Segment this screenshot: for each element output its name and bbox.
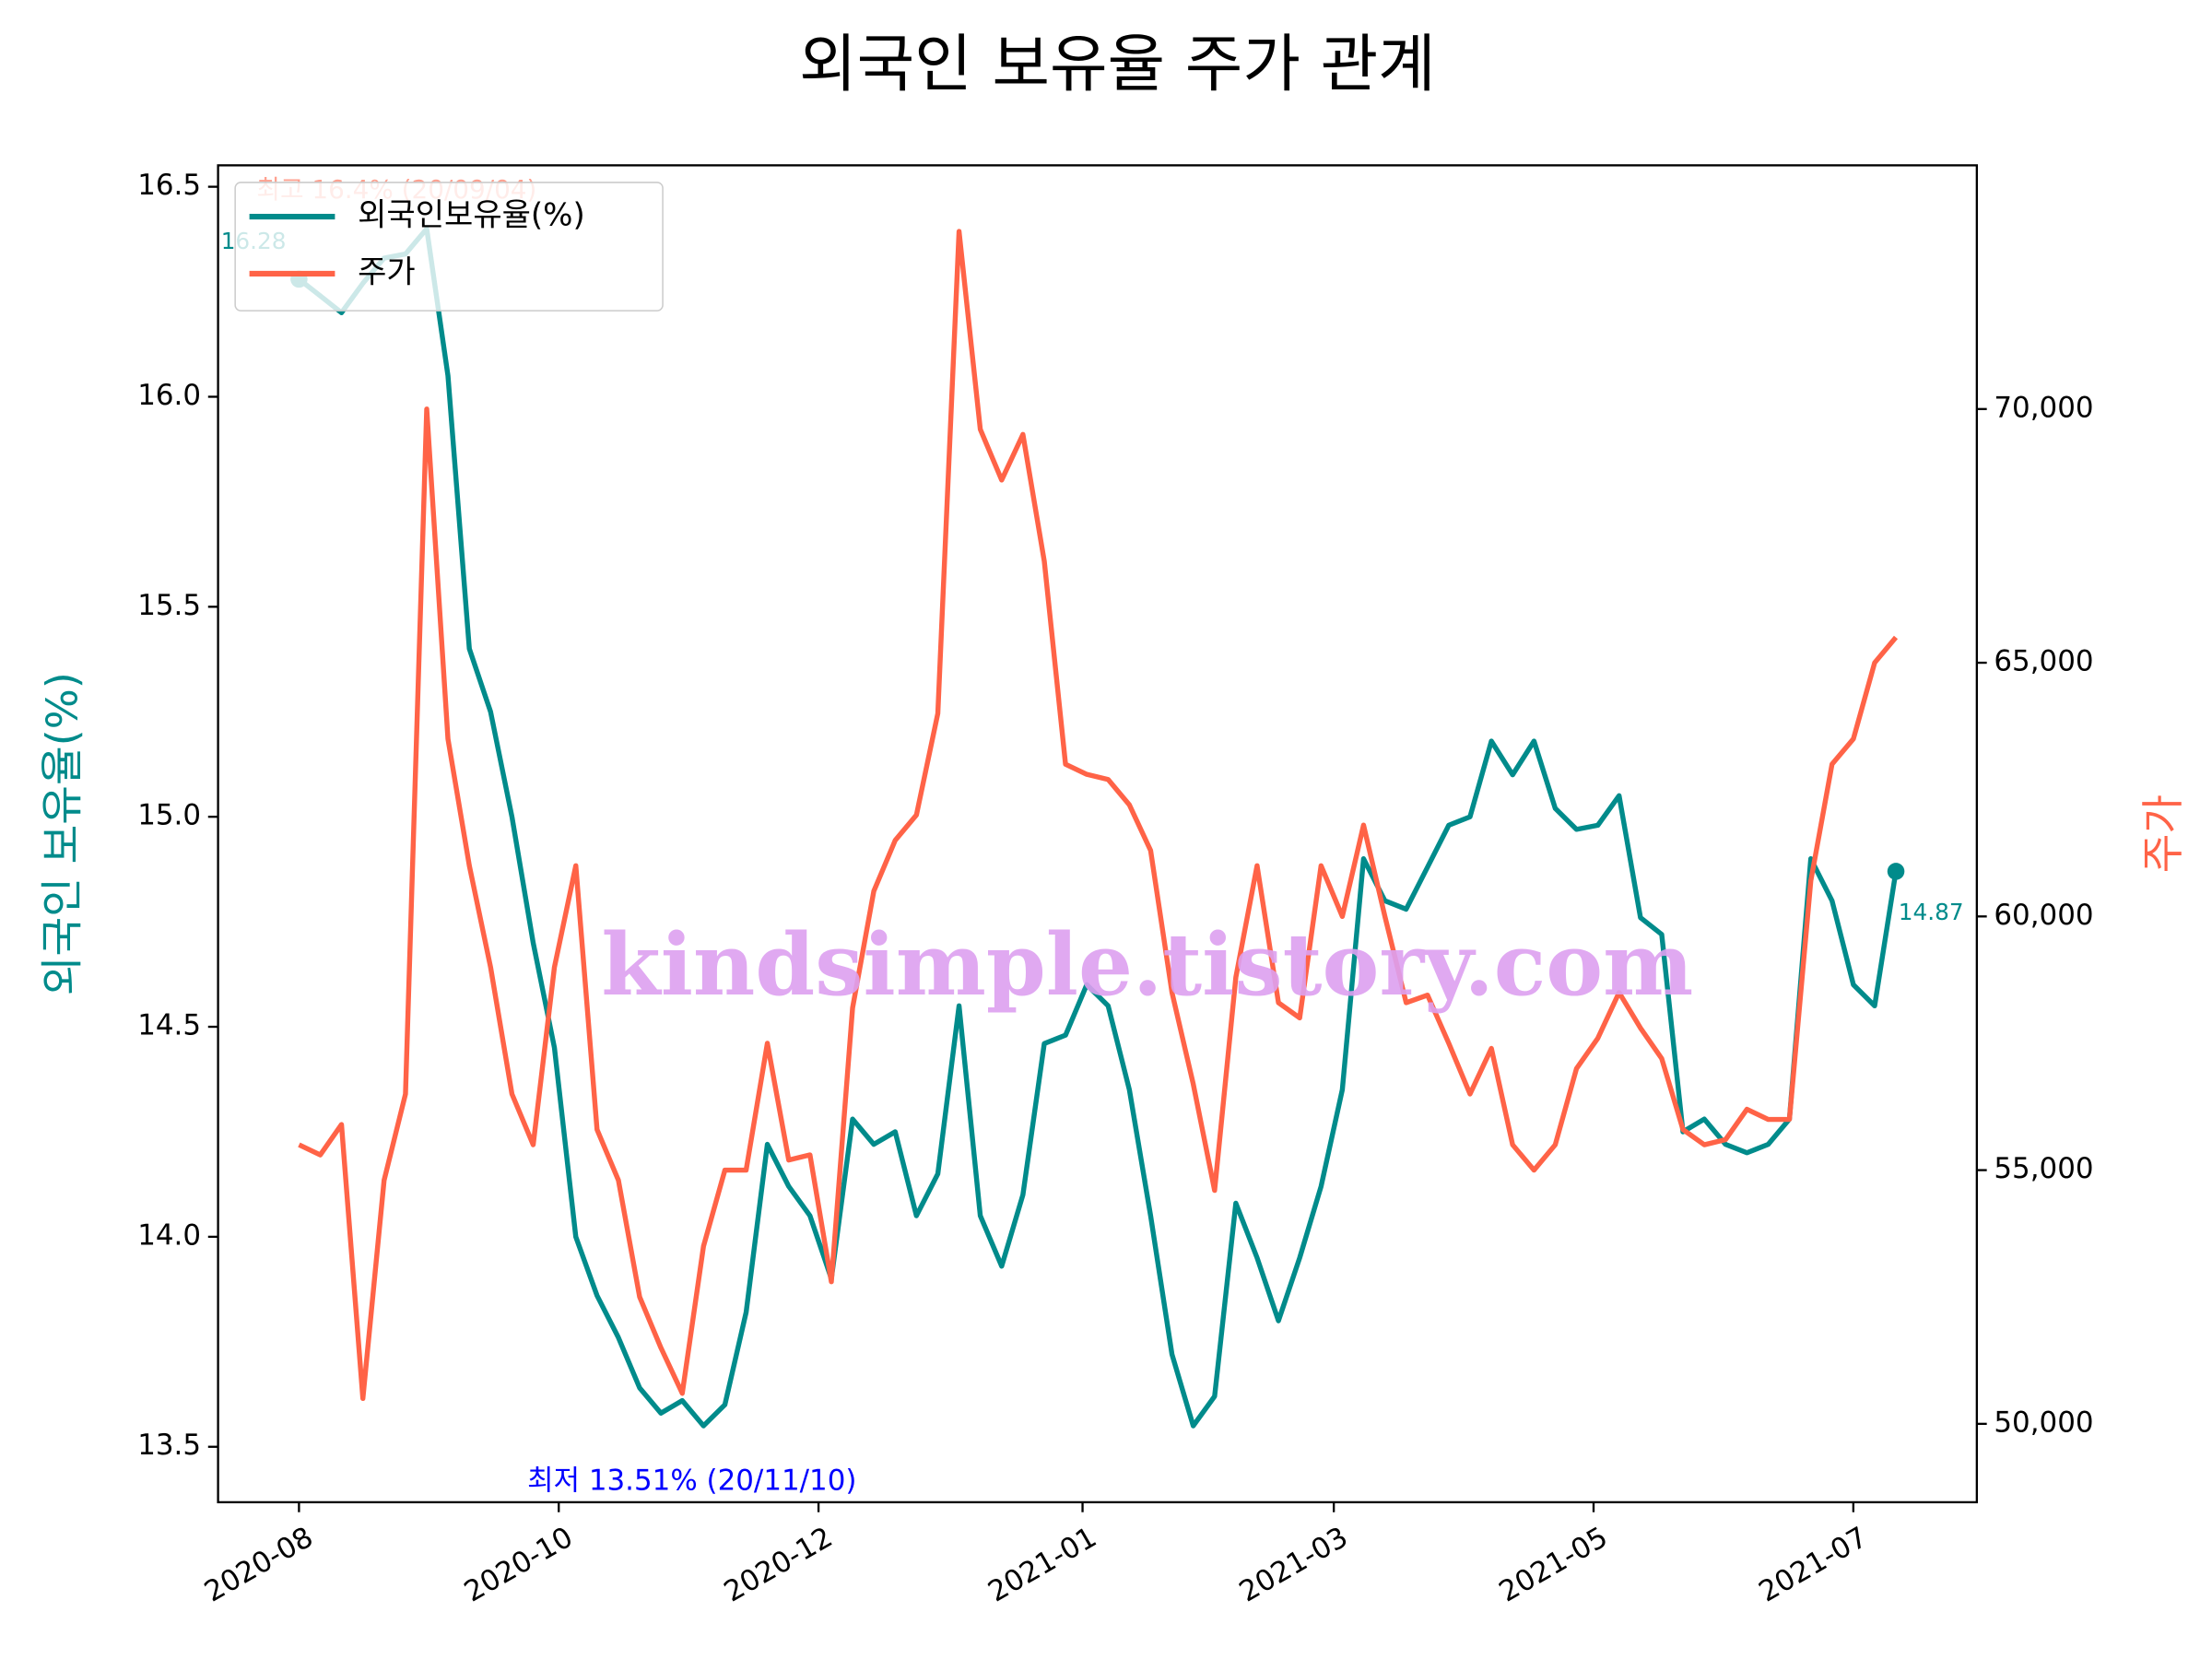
plot-frame: [217, 164, 1979, 1504]
y2-tick-label: 60,000: [1994, 899, 2093, 932]
y2-tick-label: 70,000: [1994, 391, 2093, 424]
y-tick-label: 16.5: [137, 169, 201, 202]
legend-label: 외국인보유율(%): [358, 197, 585, 234]
y2-tick-label: 65,000: [1994, 645, 2093, 678]
annotation: 최저 13.51% (20/11/10): [527, 1465, 856, 1498]
watermark: kindsimple.tistory.com: [601, 914, 1693, 1015]
legend: 외국인보유율(%) 주가: [234, 182, 664, 312]
y-axis-label: 외국인 보유율(%): [38, 672, 88, 995]
y2-tick-label: 55,000: [1994, 1152, 2093, 1185]
series-line: [297, 226, 1899, 1429]
annotation: 14.87: [1899, 899, 1964, 925]
chart-title: 외국인 보유율 주가 관계: [799, 29, 1436, 101]
y2-axis-label: 주가: [2138, 794, 2188, 873]
y-tick-label: 15.5: [137, 589, 201, 622]
y-tick-label: 14.5: [137, 1009, 201, 1042]
legend-label: 주가: [358, 253, 416, 290]
y-tick-label: 15.0: [137, 799, 201, 832]
y-tick-label: 16.0: [137, 379, 201, 412]
y2-tick-label: 50,000: [1994, 1406, 2093, 1439]
y-tick-label: 14.0: [137, 1218, 201, 1252]
y-tick-label: 13.5: [137, 1429, 201, 1462]
end-point: [1887, 863, 1905, 880]
series-line: [298, 229, 1899, 1402]
legend-box: [234, 182, 664, 312]
